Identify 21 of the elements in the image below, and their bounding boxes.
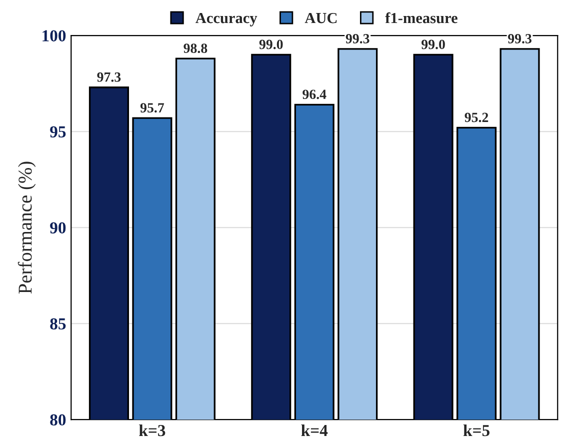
data-label: 95.2: [464, 112, 488, 122]
legend-label: f1-measure: [385, 12, 458, 24]
x-tick-label: k=5: [463, 424, 490, 436]
legend-label: Accuracy: [196, 12, 258, 26]
data-label: 99.0: [259, 40, 283, 50]
data-label: 95.7: [140, 103, 164, 113]
y-tick-label: 80: [50, 414, 66, 426]
y-tick-label: 100: [42, 30, 66, 42]
data-label: 96.4: [302, 90, 326, 100]
data-label: 99.3: [508, 34, 532, 44]
y-axis-title: Performance (%): [18, 162, 36, 294]
legend-label: AUC: [304, 12, 337, 24]
y-tick-label: 95: [50, 126, 66, 138]
data-label: 99.3: [346, 34, 370, 44]
data-label: 98.8: [184, 44, 208, 54]
y-tick-label: 90: [50, 222, 66, 234]
data-label: 97.3: [97, 72, 121, 82]
y-tick-label: 85: [50, 318, 66, 330]
x-tick-label: k=4: [301, 424, 328, 436]
x-tick-label: k=3: [139, 424, 166, 436]
data-label: 99.0: [422, 40, 445, 50]
